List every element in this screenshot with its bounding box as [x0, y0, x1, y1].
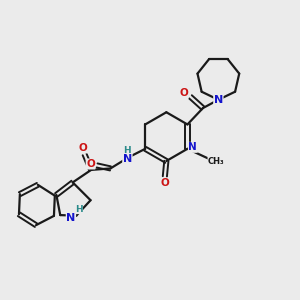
Text: O: O — [79, 143, 88, 153]
Text: CH₃: CH₃ — [208, 157, 225, 166]
Text: H: H — [124, 146, 131, 155]
Text: O: O — [160, 178, 169, 188]
Text: N: N — [214, 95, 223, 105]
Text: N: N — [123, 154, 132, 164]
Text: O: O — [86, 159, 95, 169]
Text: O: O — [179, 88, 188, 98]
Text: H: H — [75, 205, 83, 214]
Text: N: N — [188, 142, 197, 152]
Text: N: N — [66, 213, 76, 223]
